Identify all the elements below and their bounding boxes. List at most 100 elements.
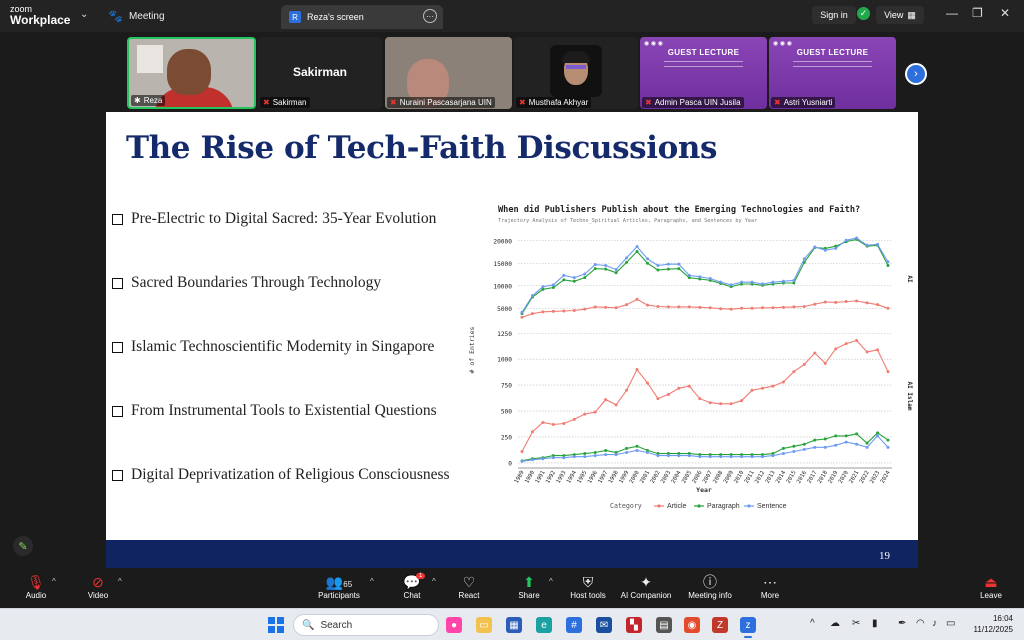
file-explorer-icon[interactable]: ▭ <box>476 617 492 633</box>
pen-icon[interactable]: ✒ <box>898 618 907 629</box>
facet-label: AI Islam <box>906 382 913 411</box>
participants-button[interactable]: 👥65 Participants ^ <box>303 573 375 600</box>
heart-icon: ♡ <box>462 574 476 590</box>
mic-muted-icon: ✖ <box>774 98 781 107</box>
x-tick-label: 2019 <box>828 470 840 485</box>
react-label: React <box>458 591 480 600</box>
participant-tile[interactable]: Sakirman ✖ Sakirman <box>258 37 382 109</box>
data-point <box>844 300 848 303</box>
outlook-icon[interactable]: ✉ <box>596 617 612 633</box>
stickies-icon[interactable]: ▤ <box>656 617 672 633</box>
slide-bullet: Digital Deprivatization of Religious Con… <box>112 466 450 484</box>
data-point <box>551 309 555 313</box>
participant-tile[interactable]: ◉ ◉ ◉ GUEST LECTURE ✖ Admin Pasca UIN Ju… <box>640 37 767 109</box>
participant-face <box>167 49 211 95</box>
series-line-article <box>521 298 889 318</box>
ai-companion-button[interactable]: ✦ AI Companion <box>610 573 682 600</box>
clock[interactable]: 16:04 11/12/2025 <box>955 613 1013 635</box>
data-point <box>802 442 806 446</box>
data-point <box>572 417 576 421</box>
data-point <box>677 262 681 266</box>
zoom-taskbar-icon[interactable]: z <box>740 617 756 638</box>
onedrive-icon[interactable]: ☁ <box>830 618 840 629</box>
next-page-button[interactable]: › <box>905 63 927 85</box>
sign-in-button[interactable]: Sign in <box>812 6 856 24</box>
legend-label: Sentence <box>757 503 787 510</box>
chat-button[interactable]: 💬 1 Chat ^ <box>376 573 448 600</box>
x-tick-label: 2003 <box>660 470 672 485</box>
data-point <box>645 261 649 265</box>
data-point <box>771 306 775 310</box>
view-button[interactable]: View ▦ <box>876 6 924 24</box>
react-button[interactable]: ♡ React <box>433 573 505 600</box>
data-point <box>740 399 744 403</box>
chrome-icon[interactable]: ◉ <box>684 617 700 633</box>
restore-icon[interactable]: ❐ <box>972 6 983 20</box>
visual-studio-icon[interactable]: # <box>566 617 582 633</box>
screen-share-tab[interactable]: R Reza's screen ··· <box>281 5 443 29</box>
video-button[interactable]: ⊘ Video ^ <box>62 573 134 600</box>
participant-tile[interactable]: ◉ ◉ ◉ GUEST LECTURE ✖ Astri Yusniarti <box>769 37 896 109</box>
shared-slide: The Rise of Tech-Faith Discussions Pre-E… <box>106 112 918 568</box>
chevron-up-icon[interactable]: ^ <box>432 577 436 586</box>
meeting-tab[interactable]: 🐾 Meeting <box>108 6 165 26</box>
data-point <box>635 245 639 249</box>
participants-label: Participants <box>318 591 360 600</box>
app-tray-icon[interactable]: ▮ <box>872 618 878 629</box>
more-options-icon[interactable]: ··· <box>423 9 437 23</box>
data-point <box>645 257 649 261</box>
data-point <box>645 448 649 452</box>
chevron-up-icon[interactable]: ^ <box>118 577 122 586</box>
windows-start-icon[interactable] <box>268 617 284 633</box>
minimize-icon[interactable]: — <box>946 6 958 20</box>
data-point <box>604 398 608 402</box>
snip-icon[interactable]: ✂ <box>852 618 861 629</box>
close-icon[interactable]: ✕ <box>1000 6 1011 20</box>
x-tick-label: 2015 <box>786 470 798 485</box>
app-icon[interactable]: ▚ <box>626 617 642 633</box>
zotero-icon[interactable]: Z <box>712 617 728 633</box>
legend-marker <box>747 504 751 508</box>
leave-button[interactable]: ⏏ Leave <box>955 573 1024 600</box>
data-point <box>625 451 629 455</box>
chevron-up-icon[interactable]: ^ <box>370 577 374 586</box>
data-point <box>802 447 806 451</box>
copilot-icon[interactable]: ● <box>446 617 462 633</box>
data-point <box>834 443 838 447</box>
battery-icon[interactable]: ▭ <box>946 618 956 629</box>
data-point <box>593 263 597 267</box>
wifi-icon[interactable]: ◠ <box>916 618 925 629</box>
ai-companion-label: AI Companion <box>620 591 672 600</box>
data-point <box>593 267 597 271</box>
taskbar-search[interactable]: 🔍 Search <box>293 614 439 636</box>
store-icon[interactable]: ▦ <box>506 617 522 633</box>
data-point <box>792 281 796 285</box>
chevron-up-icon[interactable]: ^ <box>810 618 815 629</box>
guest-lecture-banner: GUEST LECTURE <box>796 48 869 57</box>
shield-check-icon[interactable]: ✓ <box>857 7 870 20</box>
share-button[interactable]: ⬆ Share ^ <box>493 573 565 600</box>
more-button[interactable]: ⋯ More <box>734 573 806 600</box>
participant-tile[interactable]: ✖ Nuraini Pascasarjana UIN <box>385 37 512 109</box>
chevron-up-icon[interactable]: ^ <box>549 577 553 586</box>
chevron-down-icon[interactable]: ⌄ <box>80 9 89 20</box>
data-point <box>520 315 524 319</box>
data-point <box>823 437 827 441</box>
edge-icon[interactable]: e <box>536 617 552 633</box>
data-point <box>635 368 639 372</box>
data-point <box>625 446 629 450</box>
data-point <box>530 312 534 316</box>
data-point <box>729 307 733 311</box>
annotate-pencil-icon[interactable]: ✎ <box>13 536 33 556</box>
volume-icon[interactable]: ♪ <box>932 618 937 629</box>
chevron-up-icon[interactable]: ^ <box>52 577 56 586</box>
audio-button[interactable]: 🎙 Audio ^ <box>0 573 72 600</box>
meeting-info-button[interactable]: ⓘ Meeting info <box>674 573 746 600</box>
data-point <box>625 256 629 260</box>
participant-tile[interactable]: ✖ Musthafa Akhyar <box>514 37 638 109</box>
data-point <box>834 434 838 438</box>
data-point <box>604 305 608 309</box>
host-tools-button[interactable]: ⛨ Host tools <box>552 573 624 600</box>
participant-tile[interactable]: ✱ Reza <box>127 37 256 109</box>
